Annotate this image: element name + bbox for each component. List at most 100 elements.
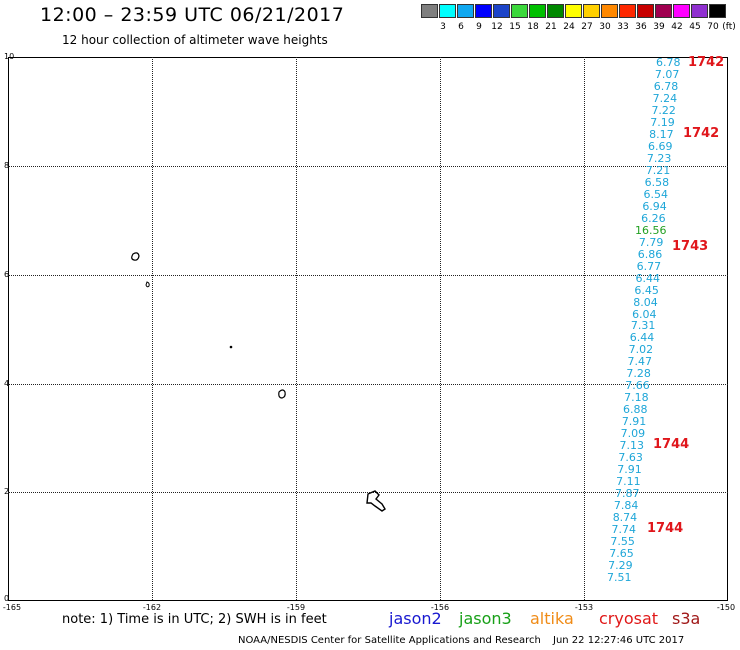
- x-tick-label: -150: [716, 603, 736, 612]
- legend-label: 36: [635, 22, 647, 32]
- legend-swatch: [619, 4, 636, 18]
- grid-line-x-156: [440, 57, 441, 600]
- y-tick-label: 0: [4, 594, 10, 603]
- wave-height-value: 8.17: [649, 127, 674, 141]
- wave-height-value: 7.63: [618, 451, 643, 465]
- x-tick-label: -159: [286, 603, 306, 612]
- grid-line-x-159: [296, 57, 297, 600]
- pass-time-label: 1742: [683, 126, 720, 141]
- pass-time-label: 1742: [688, 55, 725, 70]
- legend-label: 33: [617, 22, 629, 32]
- satellite-label: altika: [530, 609, 574, 628]
- wave-height-value: 6.94: [642, 199, 667, 213]
- x-tick-label: -165: [2, 603, 22, 612]
- wave-height-value: 8.04: [633, 295, 658, 309]
- island-niihau: [145, 281, 150, 288]
- legend-swatch: [439, 4, 456, 18]
- map-subtitle: 12 hour collection of altimeter wave hei…: [62, 33, 328, 47]
- wave-height-value: 7.66: [625, 379, 650, 393]
- island-kauai: [131, 252, 140, 261]
- island-small: [229, 345, 233, 349]
- wave-height-value: 6.44: [629, 331, 655, 345]
- wave-height-value: 7.28: [626, 367, 651, 381]
- satellite-label: jason2: [389, 609, 442, 628]
- wave-height-value: 6.78: [653, 79, 679, 93]
- wave-height-value: 7.18: [624, 391, 649, 405]
- wave-height-value: 7.31: [630, 319, 656, 333]
- legend-label: 45: [689, 22, 701, 32]
- grid-line-y-4: [8, 384, 728, 385]
- wave-height-value: 6.58: [644, 175, 670, 189]
- wave-height-value: 7.79: [638, 235, 664, 249]
- legend-label: 6: [458, 22, 464, 32]
- wave-height-value: 6.86: [637, 247, 663, 261]
- legend-swatch: [601, 4, 618, 18]
- y-axis: [8, 57, 9, 600]
- legend-label: 9: [476, 22, 482, 32]
- pass-time-label: 1743: [672, 239, 709, 254]
- legend-swatch: [457, 4, 474, 18]
- wave-height-value: 6.54: [643, 187, 668, 201]
- wave-height-value: 6.04: [632, 307, 657, 321]
- legend-swatch: [673, 4, 690, 18]
- legend-label: 70: [707, 22, 719, 32]
- island-maui: [278, 389, 286, 399]
- wave-height-value: 7.91: [617, 463, 642, 477]
- legend-label: 15: [509, 22, 521, 32]
- legend-label: 21: [545, 22, 557, 32]
- wave-height-value: 7.47: [627, 355, 653, 369]
- wave-height-value: 7.22: [651, 103, 676, 117]
- y-tick-label: 10: [4, 52, 15, 61]
- y-tick-label: 2: [4, 487, 10, 496]
- wave-height-value: 7.11: [616, 475, 641, 489]
- wave-height-value: 7.09: [620, 427, 646, 441]
- x-tick-label: -156: [430, 603, 450, 612]
- legend-swatch: [637, 4, 654, 18]
- timestamp-text: Jun 22 12:27:46 UTC 2017: [553, 635, 685, 646]
- pass-time-label: 1744: [653, 437, 690, 452]
- wave-height-value: 7.74: [611, 523, 637, 537]
- grid-line-y-6: [8, 275, 728, 276]
- wave-height-value: 7.23: [646, 151, 672, 165]
- grid-line-y-2: [8, 492, 728, 493]
- legend-swatch: [529, 4, 546, 18]
- satellite-label: jason3: [459, 609, 512, 628]
- satellite-label: cryosat: [599, 609, 659, 628]
- wave-height-value: 6.45: [634, 283, 659, 297]
- wave-height-value: 7.84: [613, 499, 639, 513]
- wave-height-value: 7.55: [610, 535, 635, 549]
- x-tick-label: -153: [574, 603, 594, 612]
- legend-label: 24: [563, 22, 575, 32]
- legend-label: 27: [581, 22, 593, 32]
- satellite-label: s3a: [672, 609, 701, 628]
- wave-height-value: 7.21: [645, 163, 671, 177]
- legend-swatch: [475, 4, 492, 18]
- wave-height-value: 7.29: [608, 559, 633, 573]
- y-tick-label: 4: [4, 379, 10, 388]
- legend-label: 12: [491, 22, 503, 32]
- grid-line-x-162: [152, 57, 153, 600]
- legend-swatch: [709, 4, 726, 18]
- legend-swatch: [655, 4, 672, 18]
- legend-swatch: [547, 4, 564, 18]
- wave-height-value: 7.02: [628, 343, 654, 357]
- pass-time-label: 1744: [647, 521, 684, 536]
- island-hawaii: [366, 490, 386, 512]
- wave-height-value: 7.91: [621, 415, 647, 429]
- grid-line-y-8: [8, 166, 728, 167]
- wave-height-value: 7.13: [619, 439, 645, 453]
- x-axis: [8, 600, 728, 601]
- wave-height-value: 7.07: [654, 67, 680, 81]
- wave-height-value: 6.26: [641, 211, 666, 225]
- map-title: 12:00 – 23:59 UTC 06/21/2017: [40, 4, 345, 26]
- legend-label: 30: [599, 22, 611, 32]
- grid-line-x-153: [584, 57, 585, 600]
- y-tick-label: 6: [4, 270, 10, 279]
- legend-label: 42: [671, 22, 683, 32]
- legend-swatch: [493, 4, 510, 18]
- legend-swatch: [691, 4, 708, 18]
- wave-height-value: 6.78: [656, 56, 681, 69]
- credit-text: NOAA/NESDIS Center for Satellite Applica…: [238, 635, 541, 646]
- legend-swatch: [565, 4, 582, 18]
